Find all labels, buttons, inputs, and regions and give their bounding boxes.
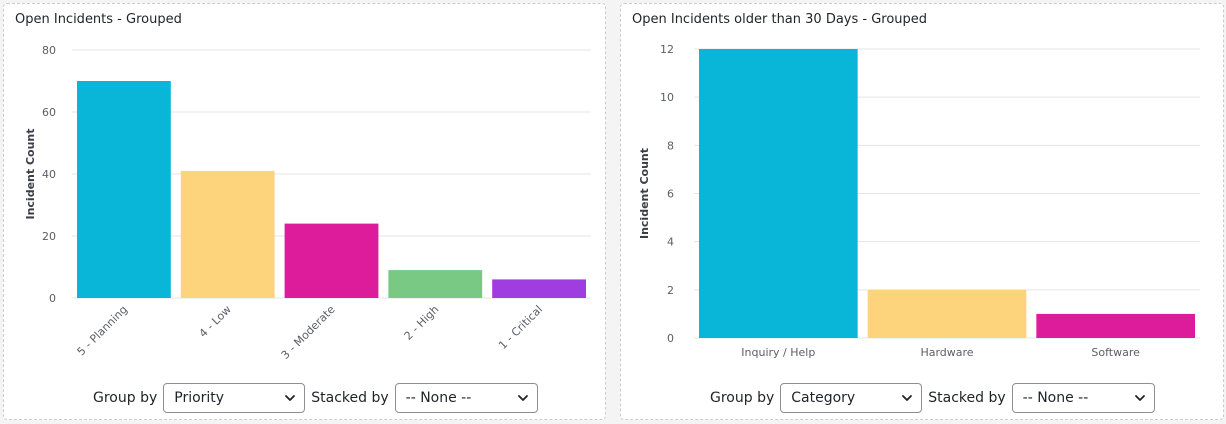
left-bar-chart: 0 20 40 60 80 Incident Count 5 - Planning 4 - L…	[24, 44, 591, 362]
left-group-by-select[interactable]: Priority	[163, 383, 306, 413]
y-tick-label: 20	[42, 230, 56, 243]
y-axis-label: Incident Count	[638, 148, 651, 239]
x-tick-label: 3 - Moderate	[279, 303, 338, 362]
y-tick-label: 0	[667, 332, 674, 345]
y-tick-label: 40	[42, 168, 56, 181]
left-chart-title: Open Incidents - Grouped	[15, 12, 182, 27]
left-chart-controls: Group by Priority Stacked by -- None --	[93, 383, 544, 413]
right-chart-title: Open Incidents older than 30 Days - Grou…	[632, 12, 928, 27]
y-tick-label: 4	[667, 236, 674, 249]
bar[interactable]	[284, 223, 379, 298]
left-chart-panel: Open Incidents - Grouped 0 20 40 60 80 Incide…	[3, 3, 606, 420]
right-stacked-by-value: -- None --	[1022, 390, 1089, 406]
right-group-by-select[interactable]: Category	[780, 383, 923, 413]
left-stacked-by-value: -- None --	[405, 390, 472, 406]
bar[interactable]	[492, 279, 586, 298]
chevron-down-icon	[1134, 395, 1145, 401]
right-group-by-label: Group by	[710, 390, 775, 406]
right-chart-panel: Open Incidents older than 30 Days - Grou…	[620, 3, 1224, 420]
x-tick-label: 5 - Planning	[75, 303, 130, 358]
x-tick-label: Hardware	[920, 346, 973, 359]
right-group-by-value: Category	[791, 390, 856, 406]
left-group-by-value: Priority	[174, 390, 225, 406]
bar[interactable]	[1036, 313, 1195, 338]
y-tick-label: 8	[667, 139, 674, 152]
left-group-by-label: Group by	[93, 390, 158, 406]
x-tick-label: 4 - Low	[197, 303, 234, 340]
chevron-down-icon	[902, 395, 913, 401]
bar[interactable]	[867, 289, 1027, 338]
bar[interactable]	[77, 81, 171, 298]
left-stacked-by-label: Stacked by	[311, 390, 389, 406]
right-stacked-by-select[interactable]: -- None --	[1011, 383, 1155, 413]
y-tick-label: 12	[660, 43, 674, 56]
y-tick-label: 2	[667, 284, 674, 297]
bar[interactable]	[699, 49, 858, 338]
right-stacked-by-label: Stacked by	[928, 390, 1006, 406]
right-bar-chart: 0 2 4 6 8 10 12 Incident Count Inquiry / Help Har…	[638, 43, 1200, 359]
chevron-down-icon	[285, 395, 296, 401]
y-tick-label: 10	[660, 91, 674, 104]
x-tick-label: Software	[1091, 346, 1140, 359]
right-chart-controls: Group by Category Stacked by -- None --	[710, 383, 1161, 413]
x-tick-label: Inquiry / Help	[741, 346, 815, 359]
y-tick-label: 80	[42, 44, 56, 57]
chevron-down-icon	[517, 395, 528, 401]
y-axis-label: Incident Count	[24, 128, 37, 219]
left-stacked-by-select[interactable]: -- None --	[394, 383, 538, 413]
y-tick-label: 0	[49, 292, 56, 305]
bar[interactable]	[180, 170, 275, 298]
y-tick-label: 6	[667, 188, 674, 201]
bar[interactable]	[388, 270, 483, 298]
y-tick-label: 60	[42, 106, 56, 119]
x-tick-label: 2 - High	[402, 303, 442, 343]
x-tick-label: 1 - Critical	[496, 303, 545, 352]
